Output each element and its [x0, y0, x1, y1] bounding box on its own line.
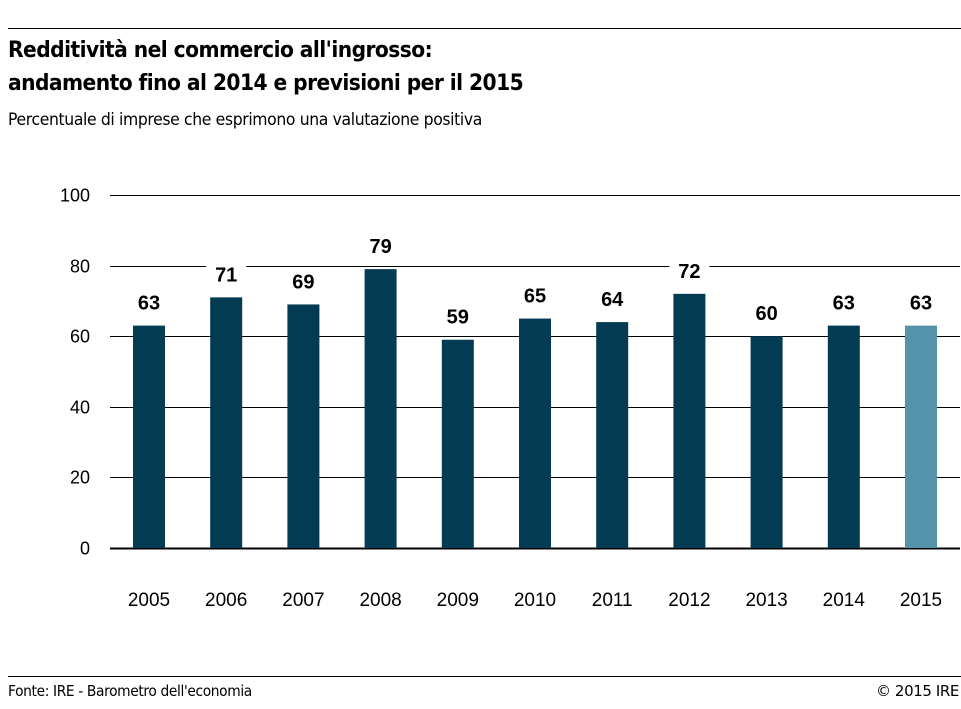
label-background: [360, 235, 401, 260]
x-tick-label: 2007: [282, 590, 324, 611]
data-label-2010: 65: [524, 286, 546, 308]
data-label-2006: 71: [215, 264, 237, 286]
bars: [133, 269, 937, 548]
data-label-2012: 72: [678, 261, 700, 283]
y-tick-label: 0: [80, 539, 90, 559]
y-tick-label: 80: [70, 257, 90, 277]
bar-2005: [133, 325, 165, 548]
data-label-2008: 79: [369, 236, 391, 258]
data-label-2015: 63: [910, 293, 932, 315]
x-tick-label: 2011: [592, 590, 633, 611]
chart-title: Redditività nel commercio all'ingrosso: …: [8, 34, 524, 100]
bar-2013: [750, 336, 783, 548]
data-label-2009: 59: [447, 307, 469, 329]
bar-chart: 0 20 40 60 80 100 63 71 69 79 59 65 64 72 60 63 63 2005…: [60, 186, 960, 611]
bar-2015: [905, 325, 937, 548]
bar-2010: [519, 318, 551, 548]
data-label-2007: 69: [292, 271, 314, 293]
x-tick-label: 2014: [823, 590, 866, 611]
label-background: [669, 259, 710, 284]
title-line-2: andamento fino al 2014 e previsioni per …: [8, 71, 524, 96]
x-tick-label: 2006: [205, 590, 247, 611]
top-rule: [8, 28, 961, 29]
source-note: Fonte: IRE - Barometro dell'economia: [8, 682, 252, 700]
gridlines: [110, 195, 960, 550]
bar-2012: [673, 293, 706, 548]
data-label-2014: 63: [833, 293, 855, 315]
y-tick-label: 20: [70, 468, 90, 488]
x-tick-label: 2008: [359, 590, 401, 611]
bar-2009: [441, 339, 474, 548]
bar-2008: [364, 269, 397, 548]
chart-subtitle: Percentuale di imprese che esprimono una…: [8, 110, 483, 130]
label-background: [592, 288, 633, 313]
y-tick-label: 100: [60, 186, 90, 206]
bottom-rule: [8, 676, 961, 677]
data-labels: 63 71 69 79 59 65 64 72 60 63 63: [129, 235, 941, 330]
label-background: [206, 263, 247, 288]
title-line-1: Redditività nel commercio all'ingrosso:: [8, 38, 433, 63]
x-tick-label: 2015: [900, 590, 942, 611]
x-tick-label: 2005: [128, 590, 170, 611]
x-axis-ticks: 2005 2006 2007 2008 2009 2010 2011 2012 2013 2014…: [128, 590, 942, 611]
data-label-2011: 64: [601, 289, 624, 311]
bar-2007: [287, 304, 320, 548]
x-tick-label: 2009: [437, 590, 479, 611]
label-background: [746, 302, 787, 327]
label-background: [437, 305, 478, 330]
y-axis-ticks: 0 20 40 60 80 100: [60, 186, 90, 559]
x-tick-label: 2013: [745, 590, 787, 611]
label-background: [823, 291, 864, 316]
bar-2006: [210, 297, 243, 548]
label-background: [515, 284, 555, 309]
bar-2011: [596, 322, 629, 548]
data-label-2005: 63: [138, 293, 160, 315]
label-background: [129, 291, 169, 316]
data-label-2013: 60: [755, 303, 777, 325]
label-background: [283, 270, 324, 295]
copyright-note: © 2015 IRE: [875, 682, 959, 700]
y-tick-label: 60: [70, 327, 90, 347]
x-tick-label: 2012: [668, 590, 710, 611]
x-tick-label: 2010: [514, 590, 556, 611]
bar-2014: [827, 325, 860, 548]
label-background: [901, 291, 941, 316]
y-tick-label: 40: [70, 398, 90, 418]
